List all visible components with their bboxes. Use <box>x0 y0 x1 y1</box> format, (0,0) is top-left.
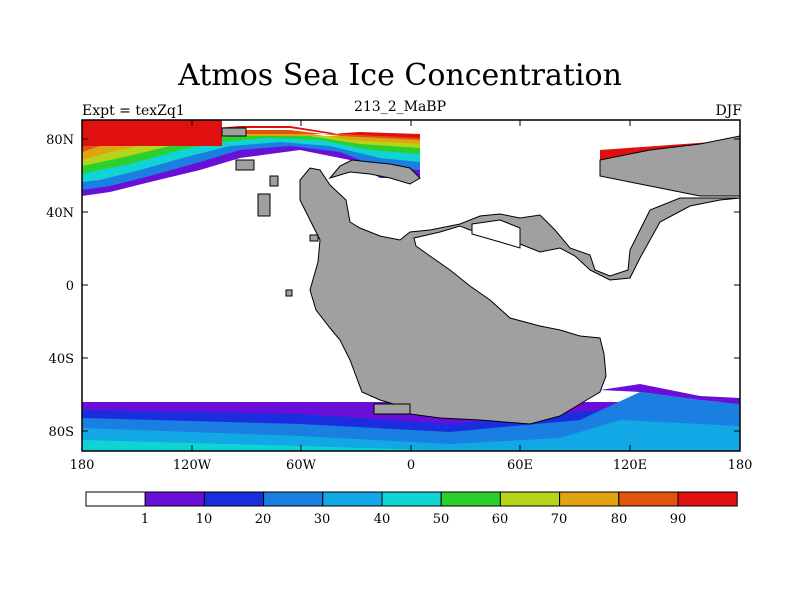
x-tick-labels: 180 120W 60W 0 60E 120E 180 <box>70 458 753 473</box>
y-tick-label: 80N <box>46 133 74 148</box>
colorbar-swatch <box>499 491 561 507</box>
colorbar-label: 80 <box>611 512 628 527</box>
x-tick-label: 180 <box>70 458 95 473</box>
x-tick-label: 180 <box>728 458 753 473</box>
x-tick-label: 60W <box>286 458 317 473</box>
colorbar-swatch <box>559 491 620 507</box>
colorbar-swatch <box>263 491 324 507</box>
x-tick-label: 60E <box>507 458 533 473</box>
southern-sea-ice <box>82 384 740 451</box>
x-tick-label: 120W <box>173 458 212 473</box>
colorbar <box>85 491 738 507</box>
y-tick-label: 0 <box>66 279 74 294</box>
colorbar-labels: 1 10 20 30 40 50 60 70 80 90 <box>141 512 686 527</box>
y-tick-label: 80S <box>49 425 74 440</box>
time-label: 213_2_MaBP <box>353 99 447 115</box>
colorbar-label: 90 <box>670 512 687 527</box>
x-tick-label: 0 <box>407 458 415 473</box>
y-tick-label: 40S <box>49 352 74 367</box>
y-ticks <box>82 138 740 432</box>
colorbar-swatch <box>85 491 146 507</box>
x-ticks <box>81 120 741 451</box>
colorbar-swatch <box>322 491 383 507</box>
y-tick-label: 40N <box>46 206 74 221</box>
colorbar-swatch <box>677 491 738 507</box>
colorbar-swatch <box>381 491 442 507</box>
colorbar-swatch <box>203 491 265 507</box>
page-title: Atmos Sea Ice Concentration <box>178 58 622 93</box>
land-masses <box>82 119 741 425</box>
colorbar-label: 20 <box>255 512 272 527</box>
colorbar-label: 10 <box>196 512 213 527</box>
colorbar-label: 40 <box>374 512 391 527</box>
experiment-label: Expt = texZq1 <box>82 103 185 119</box>
colorbar-swatch <box>144 491 205 507</box>
colorbar-swatch <box>618 491 679 507</box>
season-label: DJF <box>715 103 742 119</box>
colorbar-label: 70 <box>551 512 568 527</box>
y-tick-labels: 80N 40N 0 40S 80S <box>46 133 74 440</box>
colorbar-label: 30 <box>314 512 331 527</box>
colorbar-label: 1 <box>141 512 149 527</box>
x-tick-label: 120E <box>613 458 647 473</box>
colorbar-swatch <box>440 491 501 507</box>
colorbar-label: 60 <box>492 512 509 527</box>
colorbar-label: 50 <box>433 512 450 527</box>
